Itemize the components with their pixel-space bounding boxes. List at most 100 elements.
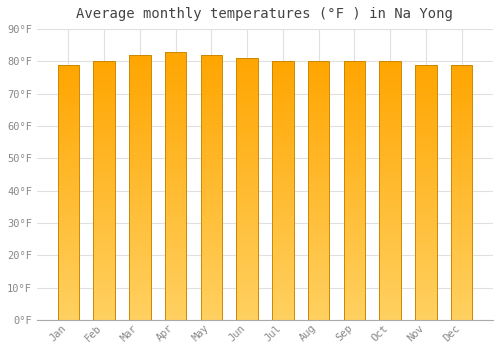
Bar bbox=[451, 300, 472, 301]
Bar bbox=[308, 284, 330, 285]
Bar bbox=[165, 191, 186, 193]
Bar bbox=[344, 130, 365, 131]
Bar bbox=[129, 295, 150, 296]
Bar bbox=[380, 147, 401, 148]
Bar bbox=[380, 284, 401, 285]
Bar bbox=[344, 120, 365, 121]
Bar bbox=[129, 144, 150, 145]
Bar bbox=[200, 59, 222, 60]
Bar bbox=[344, 100, 365, 102]
Bar bbox=[272, 267, 293, 268]
Bar bbox=[451, 86, 472, 88]
Bar bbox=[94, 267, 115, 268]
Bar bbox=[272, 111, 293, 112]
Bar bbox=[308, 196, 330, 197]
Bar bbox=[272, 282, 293, 284]
Bar bbox=[451, 74, 472, 75]
Bar bbox=[380, 233, 401, 235]
Bar bbox=[58, 312, 79, 314]
Bar bbox=[165, 119, 186, 120]
Bar bbox=[165, 219, 186, 221]
Bar bbox=[308, 201, 330, 202]
Bar bbox=[200, 198, 222, 200]
Bar bbox=[129, 152, 150, 153]
Bar bbox=[451, 152, 472, 153]
Bar bbox=[344, 308, 365, 310]
Bar bbox=[236, 138, 258, 139]
Bar bbox=[58, 72, 79, 74]
Bar bbox=[58, 130, 79, 131]
Bar bbox=[272, 70, 293, 72]
Bar bbox=[58, 91, 79, 93]
Bar bbox=[415, 100, 436, 101]
Bar bbox=[58, 297, 79, 298]
Bar bbox=[129, 312, 150, 313]
Bar bbox=[200, 234, 222, 235]
Bar bbox=[94, 238, 115, 240]
Bar bbox=[129, 122, 150, 124]
Bar bbox=[236, 233, 258, 235]
Bar bbox=[451, 97, 472, 98]
Bar bbox=[308, 114, 330, 116]
Bar bbox=[451, 203, 472, 204]
Bar bbox=[451, 114, 472, 116]
Bar bbox=[236, 232, 258, 233]
Bar bbox=[129, 119, 150, 120]
Bar bbox=[415, 266, 436, 268]
Bar bbox=[272, 191, 293, 192]
Bar bbox=[94, 152, 115, 153]
Bar bbox=[451, 150, 472, 152]
Bar bbox=[308, 156, 330, 157]
Bar bbox=[344, 301, 365, 302]
Bar bbox=[236, 201, 258, 202]
Bar bbox=[415, 233, 436, 235]
Bar bbox=[129, 161, 150, 162]
Bar bbox=[165, 197, 186, 198]
Bar bbox=[200, 108, 222, 109]
Bar bbox=[272, 214, 293, 215]
Bar bbox=[200, 275, 222, 276]
Bar bbox=[165, 278, 186, 280]
Bar bbox=[451, 243, 472, 245]
Bar bbox=[165, 69, 186, 70]
Bar bbox=[165, 239, 186, 241]
Bar bbox=[94, 204, 115, 205]
Bar bbox=[344, 102, 365, 103]
Bar bbox=[308, 179, 330, 180]
Bar bbox=[129, 124, 150, 125]
Bar bbox=[200, 256, 222, 258]
Bar bbox=[129, 263, 150, 264]
Bar bbox=[236, 198, 258, 200]
Bar bbox=[165, 78, 186, 80]
Bar bbox=[236, 202, 258, 203]
Bar bbox=[200, 136, 222, 137]
Bar bbox=[380, 66, 401, 68]
Bar bbox=[451, 201, 472, 203]
Bar bbox=[308, 282, 330, 284]
Bar bbox=[200, 291, 222, 292]
Bar bbox=[129, 317, 150, 318]
Bar bbox=[165, 247, 186, 249]
Bar bbox=[200, 83, 222, 84]
Bar bbox=[94, 307, 115, 308]
Bar bbox=[272, 130, 293, 131]
Bar bbox=[380, 136, 401, 138]
Bar bbox=[129, 268, 150, 270]
Bar bbox=[236, 308, 258, 309]
Bar bbox=[380, 206, 401, 208]
Bar bbox=[344, 128, 365, 130]
Bar bbox=[272, 120, 293, 121]
Bar bbox=[236, 79, 258, 81]
Bar bbox=[415, 248, 436, 250]
Bar bbox=[415, 109, 436, 111]
Bar bbox=[165, 309, 186, 310]
Bar bbox=[94, 208, 115, 209]
Bar bbox=[415, 245, 436, 246]
Bar bbox=[451, 102, 472, 103]
Bar bbox=[272, 304, 293, 306]
Bar bbox=[380, 202, 401, 204]
Bar bbox=[58, 190, 79, 191]
Bar bbox=[272, 150, 293, 152]
Bar bbox=[236, 114, 258, 116]
Bar bbox=[94, 297, 115, 298]
